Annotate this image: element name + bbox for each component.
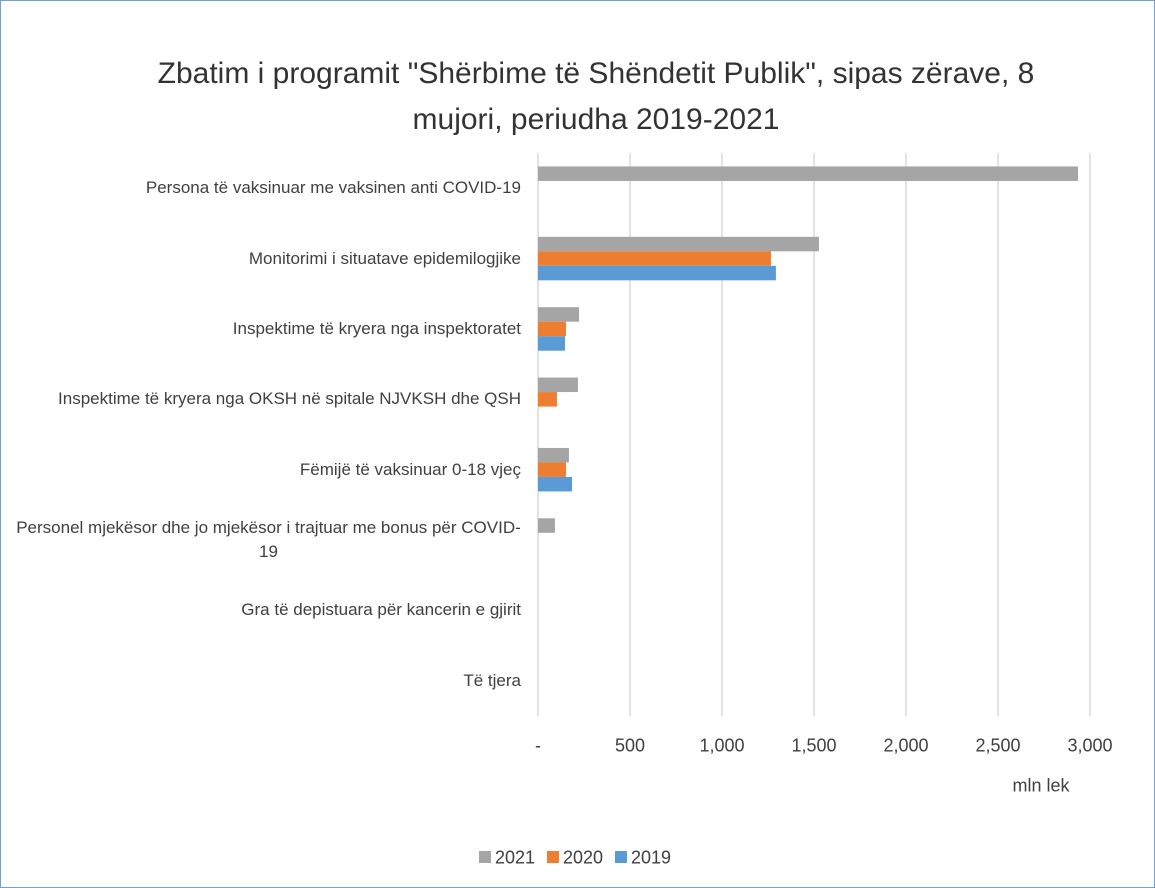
bar xyxy=(538,462,566,477)
chart-title: Zbatim i programit "Shërbime të Shëndeti… xyxy=(157,57,1035,136)
x-tick-label: 1,000 xyxy=(699,735,745,756)
bar xyxy=(538,321,566,337)
bar xyxy=(538,166,1079,181)
y-tick-label: Të tjera xyxy=(463,670,521,690)
y-tick-label: Personel mjekësor dhe jo mjekësor i traj… xyxy=(16,518,521,562)
legend-swatch xyxy=(615,851,627,863)
bar xyxy=(538,307,580,322)
bar xyxy=(538,518,555,533)
y-tick-label: Fëmijë të vaksinuar 0-18 vjeç xyxy=(299,459,521,479)
bar xyxy=(538,265,776,281)
bar xyxy=(538,336,566,351)
legend-swatch xyxy=(479,851,491,863)
y-tick-label: Inspektime të kryera nga OKSH në spitale… xyxy=(58,389,521,409)
legend-label: 2019 xyxy=(631,847,672,868)
y-tick-label: Inspektime të kryera nga inspektoratet xyxy=(232,318,521,338)
legend-label: 2020 xyxy=(563,847,604,868)
y-tick-label: Persona të vaksinuar me vaksinen anti CO… xyxy=(145,178,521,198)
bar xyxy=(538,447,569,463)
x-axis-label: mln lek xyxy=(1012,775,1070,796)
bar xyxy=(538,377,578,393)
bar xyxy=(538,392,557,407)
bar xyxy=(538,476,573,492)
x-tick-label: - xyxy=(535,735,541,756)
legend-label: 2021 xyxy=(495,847,536,868)
bar xyxy=(538,251,771,266)
x-tick-label: 1,500 xyxy=(791,735,837,756)
bar xyxy=(538,236,819,252)
y-tick-label: Gra të depistuara për kancerin e gjirit xyxy=(241,600,521,620)
y-tick-label: Monitorimi i situatave epidemilogjike xyxy=(248,248,521,268)
legend-swatch xyxy=(547,851,559,863)
x-tick-label: 2,500 xyxy=(975,735,1021,756)
x-tick-label: 500 xyxy=(614,735,646,756)
x-tick-label: 2,000 xyxy=(883,735,929,756)
x-tick-label: 3,000 xyxy=(1067,735,1113,756)
